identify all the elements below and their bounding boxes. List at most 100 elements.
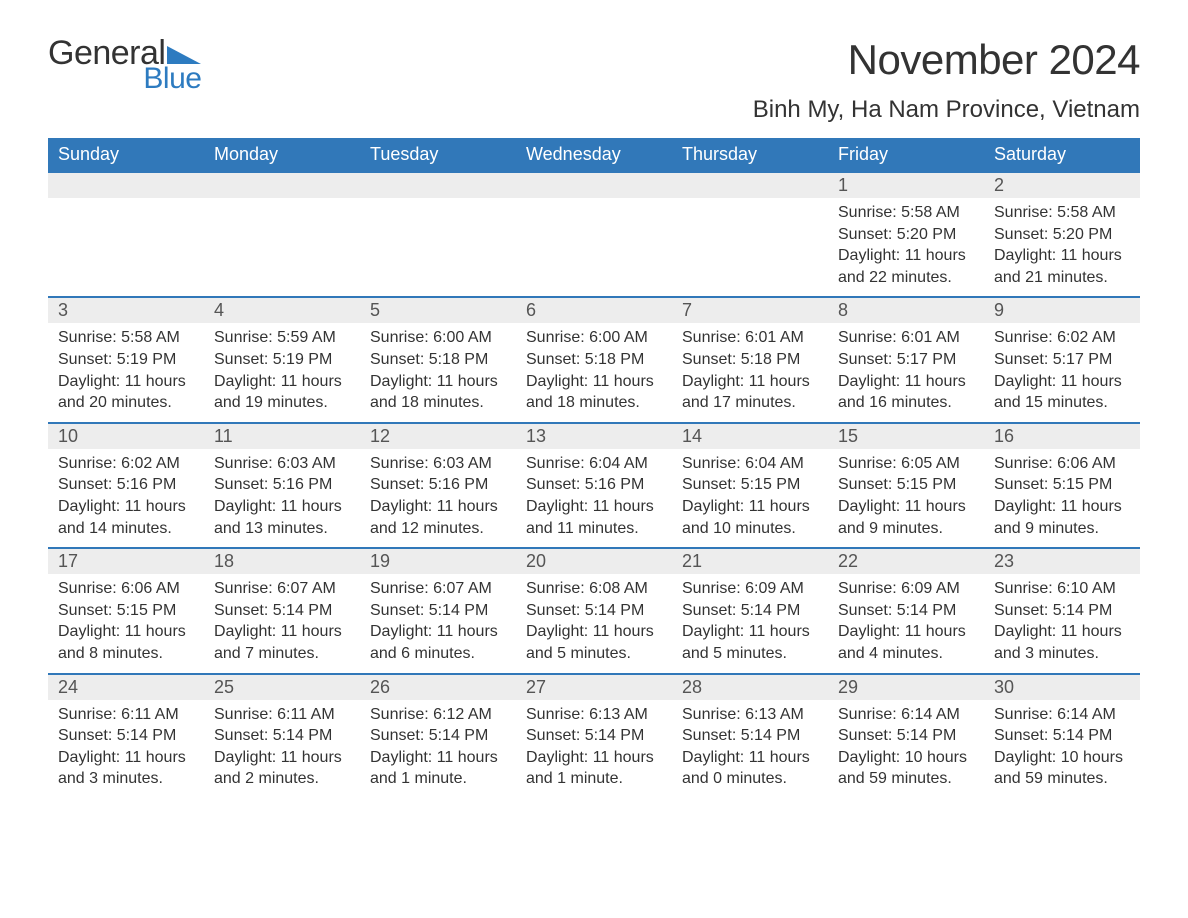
day-number: 20 [516,549,672,574]
sunset-text: Sunset: 5:14 PM [994,725,1130,747]
daylight-text-2: and 3 minutes. [994,643,1130,665]
day-body: Sunrise: 6:14 AMSunset: 5:14 PMDaylight:… [828,700,984,790]
day-body: Sunrise: 6:07 AMSunset: 5:14 PMDaylight:… [360,574,516,664]
day-number [360,173,516,198]
sunrise-text: Sunrise: 6:00 AM [370,327,506,349]
sunrise-text: Sunrise: 6:04 AM [682,453,818,475]
sunset-text: Sunset: 5:14 PM [838,725,974,747]
day-body: Sunrise: 6:04 AMSunset: 5:16 PMDaylight:… [516,449,672,539]
daylight-text-1: Daylight: 10 hours [838,747,974,769]
sunrise-text: Sunrise: 6:06 AM [994,453,1130,475]
day-cell: 14Sunrise: 6:04 AMSunset: 5:15 PMDayligh… [672,424,828,547]
sunset-text: Sunset: 5:17 PM [994,349,1130,371]
day-cell: 24Sunrise: 6:11 AMSunset: 5:14 PMDayligh… [48,675,204,798]
day-number: 12 [360,424,516,449]
day-body: Sunrise: 6:13 AMSunset: 5:14 PMDaylight:… [516,700,672,790]
daylight-text-1: Daylight: 11 hours [838,496,974,518]
daylight-text-1: Daylight: 11 hours [370,621,506,643]
day-body: Sunrise: 6:09 AMSunset: 5:14 PMDaylight:… [672,574,828,664]
day-number: 15 [828,424,984,449]
daylight-text-1: Daylight: 11 hours [214,621,350,643]
day-cell: 2Sunrise: 5:58 AMSunset: 5:20 PMDaylight… [984,173,1140,296]
sunrise-text: Sunrise: 6:02 AM [994,327,1130,349]
day-number: 2 [984,173,1140,198]
daylight-text-2: and 59 minutes. [838,768,974,790]
day-number: 30 [984,675,1140,700]
daylight-text-1: Daylight: 11 hours [682,496,818,518]
month-title: November 2024 [753,36,1140,84]
daylight-text-1: Daylight: 11 hours [994,371,1130,393]
daylight-text-2: and 0 minutes. [682,768,818,790]
title-block: November 2024 Binh My, Ha Nam Province, … [753,36,1140,124]
daylight-text-1: Daylight: 11 hours [682,621,818,643]
daylight-text-2: and 17 minutes. [682,392,818,414]
day-number: 23 [984,549,1140,574]
day-number: 19 [360,549,516,574]
daylight-text-2: and 9 minutes. [994,518,1130,540]
day-body: Sunrise: 6:05 AMSunset: 5:15 PMDaylight:… [828,449,984,539]
sunset-text: Sunset: 5:14 PM [58,725,194,747]
sunset-text: Sunset: 5:19 PM [58,349,194,371]
day-header: Thursday [672,138,828,171]
day-cell: 20Sunrise: 6:08 AMSunset: 5:14 PMDayligh… [516,549,672,672]
sunset-text: Sunset: 5:15 PM [58,600,194,622]
daylight-text-2: and 14 minutes. [58,518,194,540]
sunset-text: Sunset: 5:15 PM [838,474,974,496]
sunset-text: Sunset: 5:14 PM [370,725,506,747]
week-row: 10Sunrise: 6:02 AMSunset: 5:16 PMDayligh… [48,422,1140,547]
day-number [48,173,204,198]
daylight-text-2: and 21 minutes. [994,267,1130,289]
sunset-text: Sunset: 5:14 PM [682,600,818,622]
day-header: Wednesday [516,138,672,171]
sunset-text: Sunset: 5:19 PM [214,349,350,371]
day-cell [48,173,204,296]
day-body: Sunrise: 6:14 AMSunset: 5:14 PMDaylight:… [984,700,1140,790]
location-subtitle: Binh My, Ha Nam Province, Vietnam [753,96,1140,124]
day-cell: 15Sunrise: 6:05 AMSunset: 5:15 PMDayligh… [828,424,984,547]
sunset-text: Sunset: 5:18 PM [526,349,662,371]
day-number: 11 [204,424,360,449]
calendar: Sunday Monday Tuesday Wednesday Thursday… [48,138,1140,798]
day-body: Sunrise: 6:02 AMSunset: 5:16 PMDaylight:… [48,449,204,539]
daylight-text-1: Daylight: 11 hours [58,747,194,769]
day-header-row: Sunday Monday Tuesday Wednesday Thursday… [48,138,1140,171]
sunrise-text: Sunrise: 6:14 AM [838,704,974,726]
day-number: 28 [672,675,828,700]
day-body: Sunrise: 6:09 AMSunset: 5:14 PMDaylight:… [828,574,984,664]
day-cell: 19Sunrise: 6:07 AMSunset: 5:14 PMDayligh… [360,549,516,672]
daylight-text-2: and 7 minutes. [214,643,350,665]
daylight-text-1: Daylight: 11 hours [370,496,506,518]
day-number [672,173,828,198]
day-body: Sunrise: 6:06 AMSunset: 5:15 PMDaylight:… [48,574,204,664]
day-cell: 17Sunrise: 6:06 AMSunset: 5:15 PMDayligh… [48,549,204,672]
sunrise-text: Sunrise: 6:08 AM [526,578,662,600]
day-cell: 10Sunrise: 6:02 AMSunset: 5:16 PMDayligh… [48,424,204,547]
day-body: Sunrise: 6:00 AMSunset: 5:18 PMDaylight:… [360,323,516,413]
daylight-text-2: and 22 minutes. [838,267,974,289]
day-number: 5 [360,298,516,323]
daylight-text-2: and 1 minute. [370,768,506,790]
daylight-text-2: and 59 minutes. [994,768,1130,790]
day-header: Monday [204,138,360,171]
daylight-text-2: and 12 minutes. [370,518,506,540]
day-cell: 1Sunrise: 5:58 AMSunset: 5:20 PMDaylight… [828,173,984,296]
sunrise-text: Sunrise: 6:05 AM [838,453,974,475]
day-body: Sunrise: 6:03 AMSunset: 5:16 PMDaylight:… [204,449,360,539]
daylight-text-1: Daylight: 11 hours [994,621,1130,643]
daylight-text-2: and 4 minutes. [838,643,974,665]
day-cell: 7Sunrise: 6:01 AMSunset: 5:18 PMDaylight… [672,298,828,421]
day-cell: 6Sunrise: 6:00 AMSunset: 5:18 PMDaylight… [516,298,672,421]
sunset-text: Sunset: 5:14 PM [682,725,818,747]
sunrise-text: Sunrise: 6:06 AM [58,578,194,600]
day-number: 3 [48,298,204,323]
sunrise-text: Sunrise: 6:07 AM [214,578,350,600]
week-row: 17Sunrise: 6:06 AMSunset: 5:15 PMDayligh… [48,547,1140,672]
daylight-text-1: Daylight: 11 hours [682,371,818,393]
daylight-text-2: and 19 minutes. [214,392,350,414]
sunrise-text: Sunrise: 6:13 AM [526,704,662,726]
sunrise-text: Sunrise: 6:13 AM [682,704,818,726]
day-cell: 18Sunrise: 6:07 AMSunset: 5:14 PMDayligh… [204,549,360,672]
daylight-text-1: Daylight: 11 hours [526,621,662,643]
sunset-text: Sunset: 5:16 PM [214,474,350,496]
day-cell: 26Sunrise: 6:12 AMSunset: 5:14 PMDayligh… [360,675,516,798]
